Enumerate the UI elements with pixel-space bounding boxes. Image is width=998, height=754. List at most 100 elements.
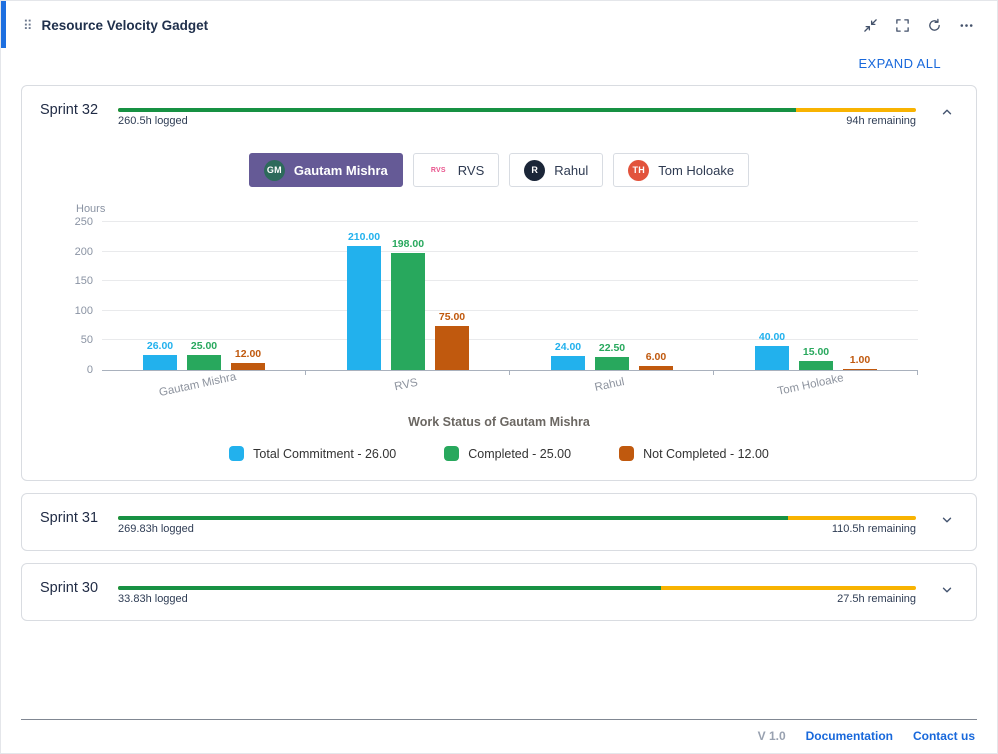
- sprint-progress: 269.83h logged 110.5h remaining: [118, 509, 916, 535]
- bar-completed-tom-holoake: [799, 361, 833, 370]
- bar-column: 25.00: [187, 223, 221, 370]
- resource-tab-label: RVS: [457, 162, 485, 178]
- sprint-31-header: Sprint 31 269.83h logged 110.5h remainin…: [40, 509, 958, 535]
- sprint-30-header: Sprint 30 33.83h logged 27.5h remaining: [40, 579, 958, 605]
- expand-all-link[interactable]: EXPAND ALL: [858, 56, 941, 71]
- sprint-name: Sprint 30: [40, 580, 99, 596]
- more-options-icon[interactable]: [958, 17, 975, 34]
- logged-label: 260.5h logged: [118, 115, 188, 127]
- collapse-icon[interactable]: [862, 17, 879, 34]
- bar-value-label: 25.00: [190, 340, 218, 353]
- bar-group-tom-holoake: 40.00 15.00 1.00 Tom Holoake: [714, 223, 918, 398]
- sprint-progress: 33.83h logged 27.5h remaining: [118, 579, 916, 605]
- chevron-down-icon[interactable]: [936, 579, 958, 601]
- legend-item-total-commitment-[interactable]: Total Commitment - 26.00: [229, 446, 396, 461]
- sprint-progress: 260.5h logged 94h remaining: [118, 101, 916, 127]
- chart-title: Work Status of Gautam Mishra: [408, 415, 590, 429]
- sprint-panel-30: Sprint 30 33.83h logged 27.5h remaining: [21, 563, 977, 621]
- bar-column: 6.00: [639, 223, 673, 370]
- legend-label: Not Completed - 12.00: [643, 446, 769, 461]
- y-tick-label: 0: [86, 364, 93, 376]
- resource-tab-label: Gautam Mishra: [293, 162, 388, 178]
- bar-value-label: 6.00: [645, 351, 667, 364]
- resource-tab-rahul[interactable]: R Rahul: [509, 153, 604, 187]
- y-tick-label: 250: [74, 216, 93, 228]
- legend-item-not-completed-[interactable]: Not Completed - 12.00: [619, 446, 769, 461]
- avatar: GM: [263, 159, 285, 181]
- remaining-label: 27.5h remaining: [837, 593, 916, 605]
- progress-labels: 269.83h logged 110.5h remaining: [118, 523, 916, 535]
- legend-label: Total Commitment - 26.00: [253, 446, 397, 461]
- resource-tab-gautam-mishra[interactable]: GM Gautam Mishra: [248, 153, 403, 187]
- x-axis-label-rvs: RVS: [393, 376, 419, 394]
- bar-total-commitment-gautam-mishra: [143, 354, 177, 370]
- progress-labels: 260.5h logged 94h remaining: [118, 115, 916, 127]
- bar-value-label: 75.00: [438, 310, 466, 323]
- sprint-panel-31: Sprint 31 269.83h logged 110.5h remainin…: [21, 493, 977, 551]
- bar-value-label: 210.00: [347, 230, 381, 243]
- resource-tab-tom-holoake[interactable]: TH Tom Holoake: [613, 153, 750, 187]
- sprint-name: Sprint 32: [40, 102, 99, 118]
- resource-tabs: GM Gautam Mishra RVS RVS R Rahul TH Tom Holoake: [40, 153, 958, 187]
- progress-bar: [118, 516, 916, 520]
- chart-bars: 26.00 25.00 12.00 Gautam Mishra 210.00 198.00…: [102, 223, 918, 399]
- bar-value-label: 12.00: [234, 347, 262, 360]
- bar-column: 75.00: [435, 223, 469, 370]
- y-tick-label: 150: [74, 275, 93, 288]
- y-tick-label: 200: [74, 245, 93, 258]
- legend-item-completed-[interactable]: Completed - 25.00: [444, 446, 571, 461]
- legend-label: Completed - 25.00: [468, 446, 572, 461]
- chart-grid: 0 50 100 150 200 250: [75, 216, 918, 376]
- bar-completed-rahul: [595, 356, 629, 370]
- chart-legend: Total Commitment - 26.00 Completed - 25.0…: [40, 446, 958, 465]
- x-axis-label-rahul: Rahul: [593, 376, 626, 394]
- gadget-header: ⠿ Resource Velocity Gadget: [21, 1, 977, 40]
- bar-value-label: 26.00: [146, 339, 174, 352]
- chevron-up-icon[interactable]: [936, 101, 958, 123]
- footer-divider: [21, 719, 977, 720]
- gridline: [102, 309, 918, 311]
- avatar: R: [524, 159, 546, 181]
- remaining-label: 110.5h remaining: [831, 523, 916, 535]
- bar-not-completed-rahul: [639, 366, 673, 370]
- resource-tab-rvs[interactable]: RVS RVS: [412, 153, 500, 187]
- bar-not-completed-gautam-mishra: [231, 362, 265, 370]
- documentation-link[interactable]: Documentation: [805, 729, 893, 743]
- x-axis-label-tom-holoake: Tom Holoake: [776, 372, 845, 398]
- refresh-icon[interactable]: [926, 17, 943, 34]
- footer-links: V 1.0 Documentation Contact us: [21, 729, 977, 743]
- bar-total-commitment-rahul: [551, 355, 585, 370]
- resource-tab-label: Tom Holoake: [658, 162, 735, 178]
- bar-column: 24.00: [551, 223, 585, 370]
- legend-swatch: [229, 446, 245, 461]
- bar-column: 22.50: [595, 223, 629, 370]
- bar-group-rahul: 24.00 22.50 6.00 Rahul: [510, 223, 714, 394]
- logged-label: 269.83h logged: [118, 523, 194, 535]
- work-status-chart: Hours 0 50 100 150 200 250 26.00 25.00 12.00 Gau…: [40, 203, 958, 465]
- progress-bar: [118, 586, 916, 590]
- gridline: [102, 280, 918, 282]
- bar-column: 26.00: [143, 223, 177, 370]
- progress-bar-logged: [118, 516, 789, 520]
- bar-column: 40.00: [755, 223, 789, 370]
- gridline: [102, 250, 918, 252]
- bar-total-commitment-tom-holoake: [755, 346, 789, 370]
- bar-column: 12.00: [231, 223, 265, 370]
- chart-plot: 0 50 100 150 200 250 26.00 25.00 12.00 Gautam Mi…: [75, 216, 918, 399]
- y-axis-title: Hours: [76, 203, 106, 215]
- gridline: [102, 339, 918, 341]
- bar-column: 210.00: [347, 223, 381, 370]
- contact-us-link[interactable]: Contact us: [912, 729, 975, 743]
- avatar: TH: [628, 159, 650, 181]
- bar-total-commitment-rvs: [347, 245, 381, 370]
- version-label: V 1.0: [757, 729, 786, 743]
- bar-column: 1.00: [843, 223, 877, 370]
- drag-handle-icon[interactable]: ⠿: [23, 18, 33, 33]
- fullscreen-icon[interactable]: [894, 17, 911, 34]
- progress-bar: [118, 108, 916, 112]
- bar-completed-gautam-mishra: [187, 355, 221, 370]
- bar-group-rvs: 210.00 198.00 75.00 RVS: [306, 223, 510, 393]
- y-tick-label: 100: [74, 304, 93, 317]
- chevron-down-icon[interactable]: [936, 509, 958, 531]
